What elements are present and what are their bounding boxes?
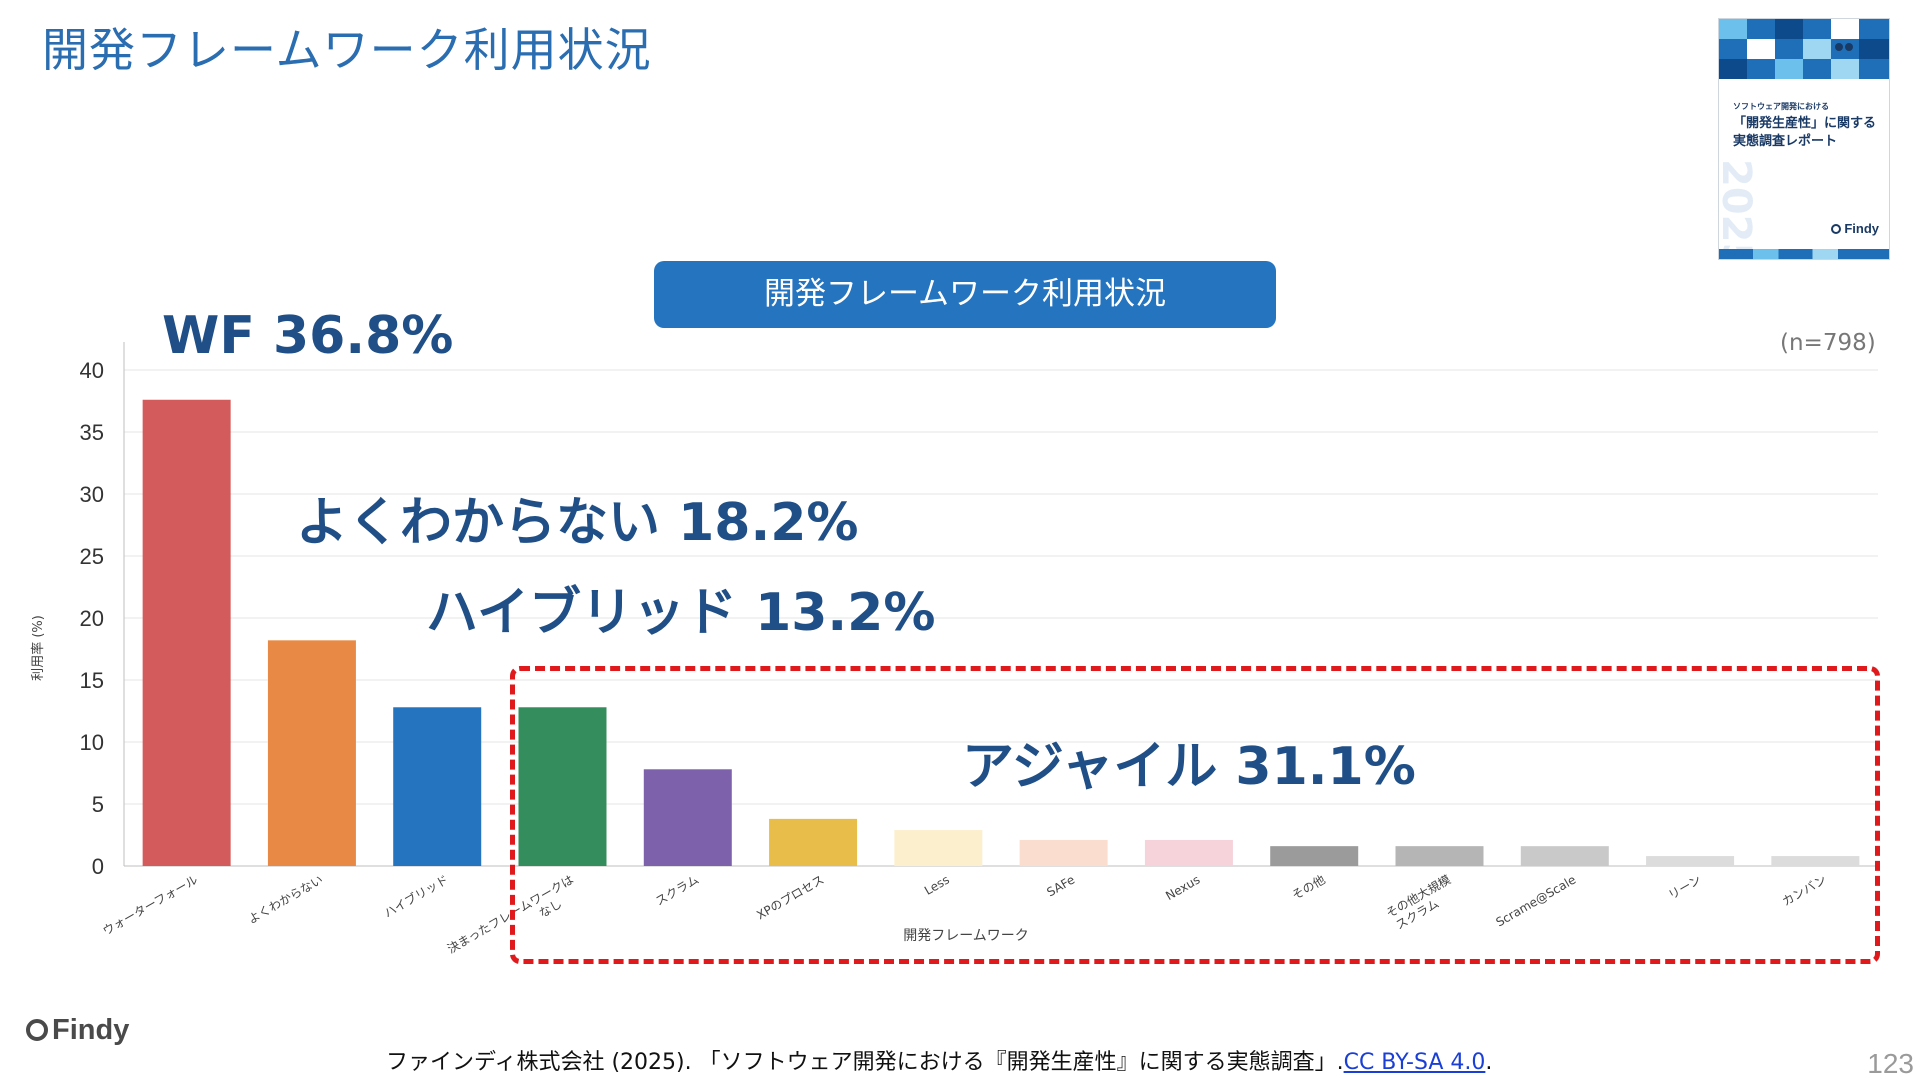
bar [1395, 846, 1484, 866]
citation-end: . [1485, 1050, 1493, 1075]
bar [1270, 846, 1359, 866]
cover-brand: Findy [1831, 221, 1879, 236]
license-link[interactable]: CC BY-SA 4.0 [1343, 1050, 1486, 1075]
cover-pattern-graphic [1719, 19, 1889, 79]
x-tick-label: ウォーターフォール [100, 872, 200, 938]
bar [518, 707, 607, 866]
bar [393, 707, 482, 866]
bar [1019, 839, 1108, 866]
findy-logo-icon [26, 1019, 48, 1041]
agile-highlight-box [510, 666, 1880, 964]
x-tick-label: ハイブリッド [381, 872, 451, 921]
y-tick-label: 0 [92, 854, 104, 879]
footer-brand-logo: Findy [26, 1014, 129, 1047]
chart-title: 開発フレームワーク利用状況 [654, 261, 1276, 328]
slide-title: 開発フレームワーク利用状況 [42, 23, 652, 77]
y-tick-label: 40 [80, 358, 104, 383]
x-axis-title: 開発フレームワーク [903, 928, 1029, 944]
bar [643, 769, 732, 866]
bar [1771, 856, 1860, 866]
cover-bottom-strip [1719, 249, 1889, 259]
y-axis-title: 利用率 (%) [30, 615, 46, 681]
footer-brand-label: Findy [52, 1014, 130, 1046]
y-tick-label: 10 [80, 730, 104, 755]
bar [894, 830, 983, 866]
page-number: 123 [1867, 1048, 1914, 1079]
bar [1520, 846, 1609, 866]
report-cover-thumbnail: ソフトウェア開発における 「開発生産性」に関する 実態調査レポート 2025 F… [1718, 18, 1890, 260]
x-tick-label: よくわからない [246, 872, 326, 926]
x-tick-label-line: よくわからない [246, 872, 326, 926]
callout-agile: アジャイル 31.1% [962, 737, 1416, 797]
bar [142, 399, 231, 866]
cover-brand-label: Findy [1844, 221, 1879, 236]
citation: ファインディ株式会社 (2025). 「ソフトウェア開発における『開発生産性』に… [386, 1044, 1492, 1076]
y-tick-label: 15 [80, 668, 104, 693]
callout-waterfall: WF 36.8% [162, 306, 454, 366]
y-tick-label: 20 [80, 606, 104, 631]
bar [1144, 839, 1233, 866]
y-tick-label: 25 [80, 544, 104, 569]
y-tick-label: 35 [80, 420, 104, 445]
cover-title: 「開発生産性」に関する 実態調査レポート [1733, 116, 1877, 149]
bar [1646, 856, 1735, 866]
y-tick-label: 30 [80, 482, 104, 507]
findy-logo-icon [1831, 224, 1842, 234]
cover-subtitle: ソフトウェア開発における [1733, 102, 1829, 111]
bar [769, 818, 858, 866]
x-tick-label-line: ハイブリッド [381, 872, 451, 921]
bar [267, 640, 356, 866]
x-tick-label-line: ウォーターフォール [100, 872, 200, 938]
y-tick-label: 5 [92, 792, 104, 817]
sample-size-label: (n=798) [1780, 330, 1876, 356]
citation-text: ファインディ株式会社 (2025). 「ソフトウェア開発における『開発生産性』に… [386, 1050, 1344, 1075]
callout-hybrid: ハイブリッド 13.2% [426, 583, 936, 643]
callout-unknown: よくわからない 18.2% [296, 493, 859, 553]
